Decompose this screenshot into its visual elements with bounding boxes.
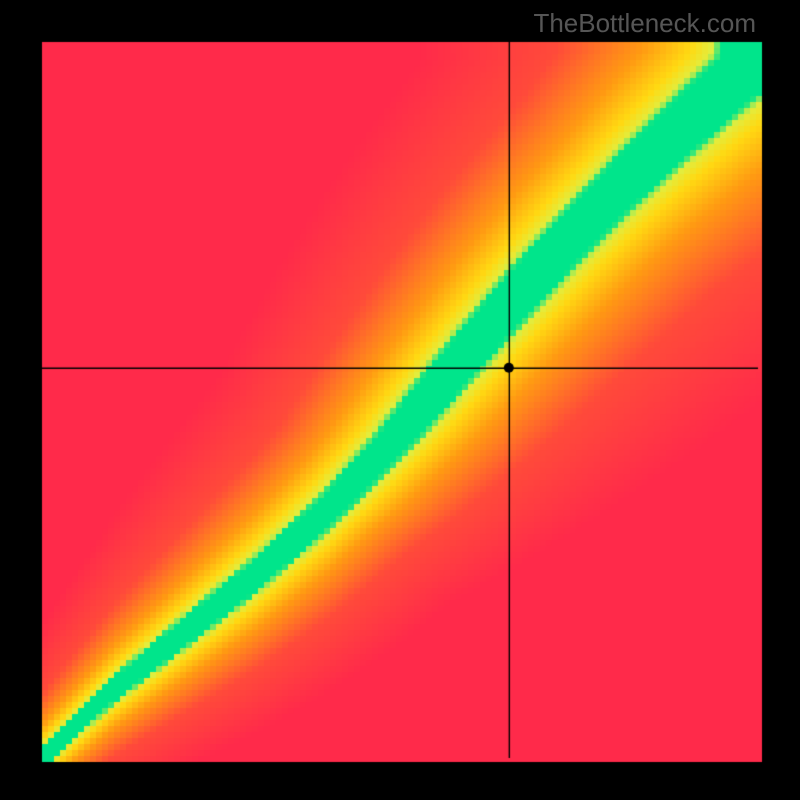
watermark-text: TheBottleneck.com bbox=[533, 8, 756, 39]
bottleneck-heatmap-canvas bbox=[0, 0, 800, 800]
chart-container: TheBottleneck.com bbox=[0, 0, 800, 800]
